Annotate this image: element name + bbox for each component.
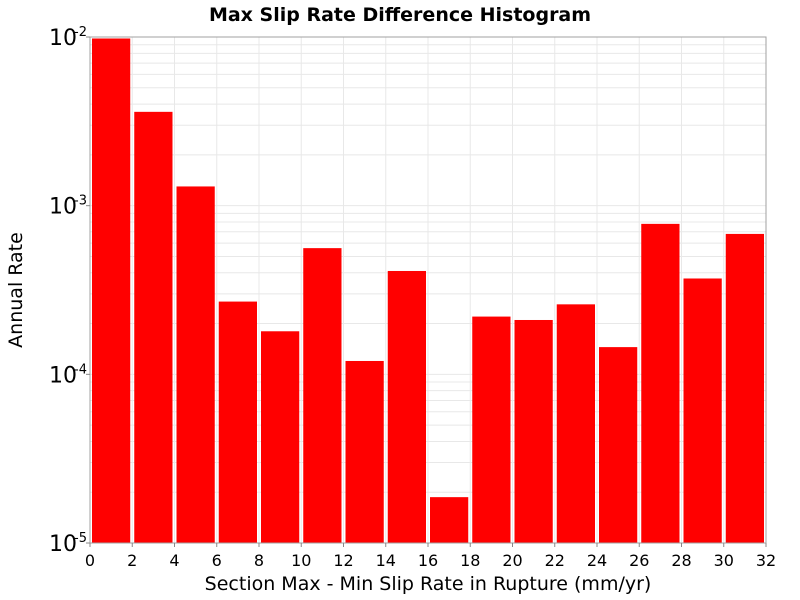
x-tick-label: 32 [756, 551, 776, 570]
x-tick-label: 20 [502, 551, 522, 570]
y-tick-base: 10 [49, 363, 77, 388]
histogram-bar [176, 186, 215, 543]
y-tick-exponent: -3 [74, 194, 87, 209]
y-tick-exponent: -5 [74, 531, 87, 546]
x-tick-label: 2 [127, 551, 137, 570]
x-tick-label: 8 [254, 551, 264, 570]
x-tick-label: 10 [291, 551, 311, 570]
histogram-bar [641, 223, 680, 544]
y-tick-base: 10 [49, 532, 77, 557]
y-tick-label: 10-2 [49, 25, 87, 51]
y-tick-label: 10-3 [49, 194, 87, 220]
histogram-bar [683, 278, 722, 543]
y-tick-base: 10 [49, 26, 77, 51]
x-tick-label: 18 [460, 551, 480, 570]
histogram-bar [725, 233, 764, 544]
histogram-bar [303, 248, 342, 543]
x-axis-label: Section Max - Min Slip Rate in Rupture (… [205, 573, 652, 595]
histogram-bar [92, 38, 131, 544]
histogram-bar [430, 497, 469, 543]
x-tick-label: 0 [85, 551, 95, 570]
x-tick-label: 22 [545, 551, 565, 570]
histogram-bar [218, 301, 257, 543]
y-tick-exponent: -4 [74, 362, 87, 377]
y-tick-label: 10-4 [49, 362, 87, 388]
histogram-bar [134, 111, 173, 543]
histogram-bar [599, 347, 638, 543]
x-tick-label: 30 [714, 551, 734, 570]
histogram-bar [261, 331, 300, 543]
x-axis-ticks: 0 2 4 6 8 10 12 14 16 18 20 22 24 26 28 30 32 [85, 543, 776, 570]
bars-group [92, 38, 764, 544]
y-tick-exponent: -2 [74, 25, 87, 40]
x-tick-label: 6 [212, 551, 222, 570]
y-tick-base: 10 [49, 195, 77, 220]
x-tick-label: 16 [418, 551, 438, 570]
x-tick-label: 14 [376, 551, 396, 570]
y-tick-label: 10-5 [49, 531, 87, 557]
x-tick-label: 12 [333, 551, 353, 570]
y-axis-ticks: 10-210-310-410-5 [49, 25, 90, 557]
histogram-bar [345, 360, 384, 543]
x-tick-label: 24 [587, 551, 607, 570]
histogram-bar [387, 270, 426, 543]
x-tick-label: 4 [169, 551, 179, 570]
x-tick-label: 28 [671, 551, 691, 570]
histogram-bar [556, 304, 595, 543]
y-axis-label: Annual Rate [5, 232, 27, 348]
histogram-bar [472, 316, 511, 543]
histogram-bar [514, 319, 553, 543]
x-tick-label: 26 [629, 551, 649, 570]
chart-title: Max Slip Rate Difference Histogram [209, 4, 591, 26]
